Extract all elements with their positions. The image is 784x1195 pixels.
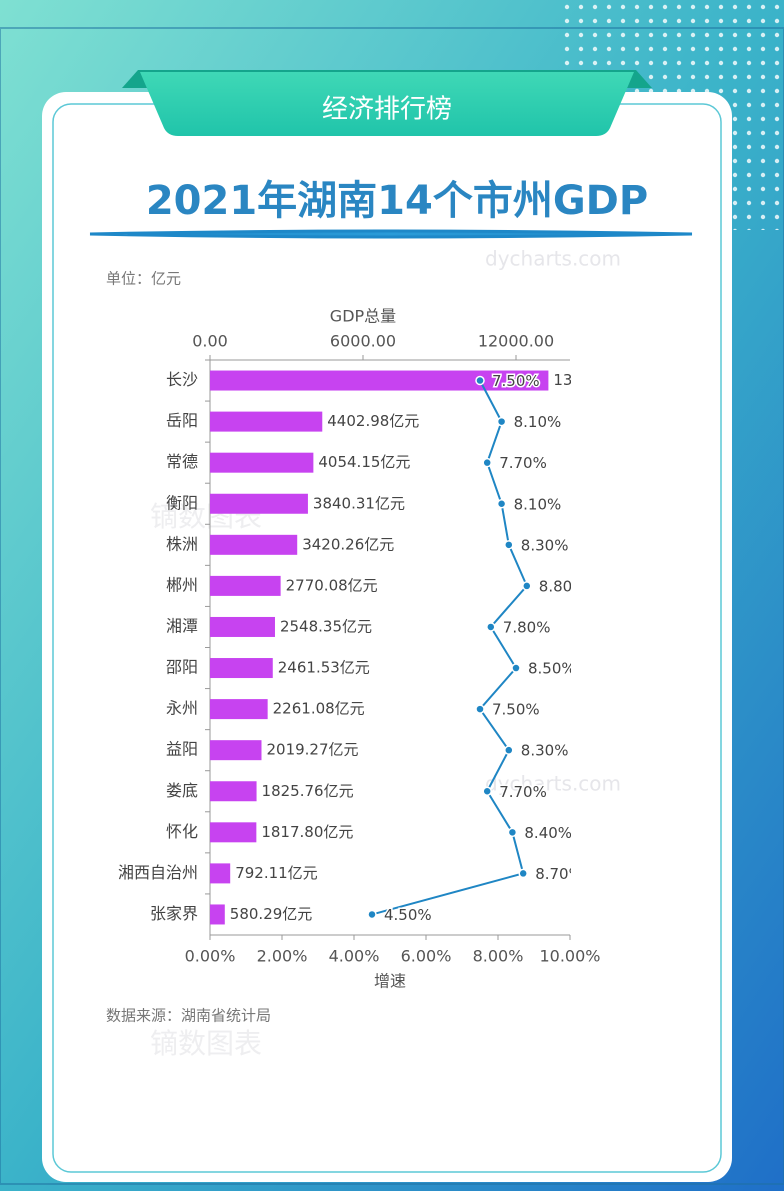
bar xyxy=(210,616,275,637)
value-label: 792.11亿元 xyxy=(235,864,318,882)
title: 2021年湖南14个市州GDP xyxy=(146,178,648,224)
plot: 13270.70亿元 4402.98亿元 4054.15亿元 3840.31亿元 342… xyxy=(210,370,655,925)
growth-point xyxy=(367,909,377,920)
y-tick-label: 益阳 xyxy=(166,740,198,759)
source: 数据来源：湖南省统计局 xyxy=(106,1007,271,1025)
bar xyxy=(210,863,231,884)
y-tick-label: 湘潭 xyxy=(166,616,198,635)
bar xyxy=(210,781,257,802)
value-label: 4054.15亿元 xyxy=(318,453,410,471)
y-tick-label: 株洲 xyxy=(166,534,198,553)
unit-note: 单位：亿元 xyxy=(106,270,181,288)
value-label: 1825.76亿元 xyxy=(262,782,354,800)
bar xyxy=(210,699,268,720)
value-label: 1817.80亿元 xyxy=(261,823,353,841)
growth-point xyxy=(518,868,528,879)
x-tick-label: 4.00% xyxy=(329,947,380,966)
watermark: dycharts.com xyxy=(485,772,621,796)
title-underline xyxy=(89,229,693,239)
y-tick-label: 怀化 xyxy=(166,822,198,841)
x-tick-label: 10.00% xyxy=(539,947,600,966)
y-tick-label: 邵阳 xyxy=(166,658,198,677)
growth-point xyxy=(507,827,518,838)
value-label: 8.10% xyxy=(514,495,562,513)
value-label: 8.70% xyxy=(535,865,583,883)
frame xyxy=(0,27,784,1185)
y-tick-label: 衡阳 xyxy=(166,493,198,512)
banner xyxy=(140,72,634,136)
growth-point xyxy=(511,663,521,673)
value-label: 8.50% xyxy=(528,660,576,678)
growth-point xyxy=(504,540,514,550)
bar xyxy=(210,534,298,555)
value-label: 2461.53亿元 xyxy=(278,659,370,677)
growth-point xyxy=(475,375,485,386)
value-label: 8.30% xyxy=(521,536,569,554)
x2-axis-title: GDP总量 xyxy=(330,307,396,326)
value-label: 2548.35亿元 xyxy=(280,617,372,635)
banner-text: 经济排行榜 xyxy=(322,95,452,125)
growth-point xyxy=(482,457,492,468)
growth-point xyxy=(496,499,507,509)
bar xyxy=(210,575,281,596)
value-label: 8.10% xyxy=(514,413,562,431)
growth-point xyxy=(486,622,496,632)
y-tick-label: 永州 xyxy=(166,699,198,718)
x-tick-label: 0.00% xyxy=(185,947,236,966)
value-label: 2019.27亿元 xyxy=(266,741,358,759)
bar xyxy=(210,822,257,843)
growth-point xyxy=(504,745,514,755)
growth-point xyxy=(522,581,532,591)
bar xyxy=(210,904,225,925)
value-label: 4.50% xyxy=(384,906,432,924)
bar xyxy=(210,411,323,432)
value-label: 8.80% xyxy=(539,577,587,595)
bar xyxy=(210,452,314,473)
value-label: 3420.26亿元 xyxy=(302,535,394,553)
value-label: 580.29亿元 xyxy=(230,905,313,923)
x-axis-title: 增速 xyxy=(374,972,406,991)
watermark: dycharts.com xyxy=(485,247,621,271)
bar xyxy=(210,370,549,391)
chart: 0.00 6000.00 12000.00 0.00% 2.00% 4.00% 6.00% 8… xyxy=(118,307,655,991)
x2-tick-label: 6000.00 xyxy=(330,332,396,351)
value-label: 2261.08亿元 xyxy=(273,700,365,718)
y-tick-label: 岳阳 xyxy=(166,411,198,430)
value-label: 7.70% xyxy=(499,783,547,801)
bar xyxy=(210,740,262,761)
value-label: 2770.08亿元 xyxy=(286,576,378,594)
bar xyxy=(210,658,273,679)
x-tick-label: 6.00% xyxy=(401,947,452,966)
y-tick-label: 张家界 xyxy=(150,904,198,923)
y-tick-label: 长沙 xyxy=(166,370,198,389)
value-label: 8.30% xyxy=(521,742,569,760)
x2-tick-label: 0.00 xyxy=(192,332,228,351)
value-label: 7.70% xyxy=(499,454,547,472)
growth-line xyxy=(371,380,528,916)
x2-tick-label: 12000.00 xyxy=(478,332,554,351)
value-label: 3840.31亿元 xyxy=(313,494,405,512)
value-label: 7.50% xyxy=(492,701,540,719)
y-tick-label: 湘西自治州 xyxy=(118,863,198,882)
x-tick-label: 8.00% xyxy=(473,947,524,966)
value-label: 13270.70亿元 xyxy=(553,371,655,389)
value-label: 8.40% xyxy=(524,824,572,842)
value-label: 7.50% xyxy=(492,372,540,390)
bar xyxy=(210,493,308,514)
y-tick-label: 郴州 xyxy=(166,575,198,594)
value-label: 4402.98亿元 xyxy=(327,412,419,430)
watermark: 镝数图表 xyxy=(150,1027,262,1060)
growth-point xyxy=(475,704,485,714)
value-label: 7.80% xyxy=(503,618,551,636)
growth-point xyxy=(496,416,507,427)
y-tick-label: 娄底 xyxy=(166,781,198,800)
y-tick-label: 常德 xyxy=(166,452,198,471)
x-tick-label: 2.00% xyxy=(257,947,308,966)
growth-point xyxy=(482,786,492,796)
